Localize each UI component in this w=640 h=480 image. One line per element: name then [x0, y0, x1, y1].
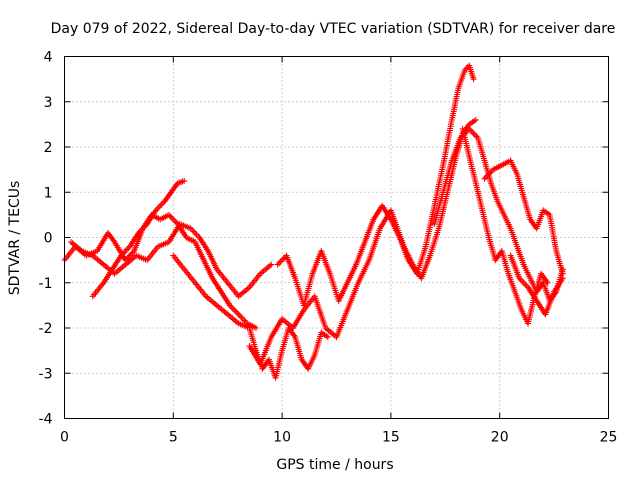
data-point-markers — [459, 125, 551, 327]
y-tick-label: 2 — [44, 140, 53, 156]
y-tick-label: 1 — [44, 185, 53, 201]
x-axis-label: GPS time / hours — [276, 457, 393, 473]
y-tick-label: -2 — [39, 321, 53, 337]
y-tick-label: -4 — [39, 412, 53, 428]
x-tick-label: 10 — [273, 430, 291, 446]
y-tick-label: -1 — [39, 276, 53, 292]
data-point-markers — [89, 177, 188, 300]
x-tick-label: 15 — [382, 430, 400, 446]
y-axis-label: SDTVAR / TECUs — [7, 181, 23, 296]
y-tick-label: -3 — [39, 366, 53, 382]
series-track-6 — [274, 62, 477, 309]
y-tick-label: 0 — [44, 231, 53, 247]
grid-lines — [64, 56, 609, 419]
series-track-3 — [68, 220, 275, 300]
data-point-markers — [68, 220, 275, 300]
series-track-2 — [89, 177, 188, 300]
series-track-4 — [170, 252, 331, 381]
axis-ticks: 0 5 10 15 20 25 -4 -3 -2 -1 0 1 2 3 4 — [39, 50, 618, 446]
series-track-9 — [481, 157, 566, 277]
data-point-markers — [170, 252, 331, 381]
chart-title: Day 079 of 2022, Sidereal Day-to-day VTE… — [51, 21, 616, 37]
x-tick-label: 5 — [169, 430, 178, 446]
y-tick-label: 3 — [44, 95, 53, 111]
plot-frame — [64, 56, 609, 419]
data-point-markers — [274, 62, 477, 309]
series-track-8 — [459, 125, 551, 327]
data-marks — [61, 62, 566, 381]
x-tick-label: 20 — [491, 430, 509, 446]
x-tick-label: 0 — [60, 430, 69, 446]
y-tick-label: 4 — [44, 50, 53, 66]
data-point-markers — [481, 157, 566, 277]
data-point-markers — [507, 252, 566, 318]
x-tick-label: 25 — [600, 430, 618, 446]
series-track-10 — [507, 252, 566, 318]
